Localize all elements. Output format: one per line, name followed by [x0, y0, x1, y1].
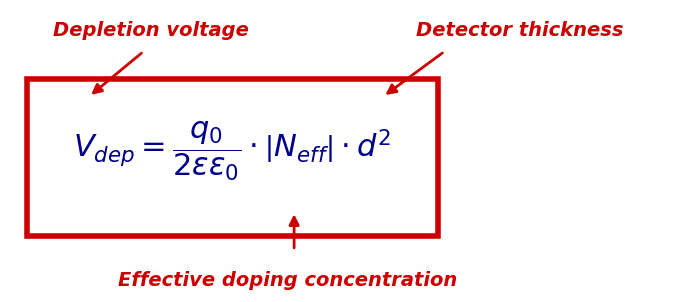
FancyBboxPatch shape — [27, 79, 438, 236]
Text: $V_{dep} = \dfrac{q_0}{2\varepsilon\varepsilon_0} \cdot \left|N_{eff}\right| \cd: $V_{dep} = \dfrac{q_0}{2\varepsilon\vare… — [73, 119, 392, 183]
Text: Effective doping concentration: Effective doping concentration — [118, 271, 457, 290]
Text: Detector thickness: Detector thickness — [416, 21, 624, 40]
Text: Depletion voltage: Depletion voltage — [53, 21, 248, 40]
